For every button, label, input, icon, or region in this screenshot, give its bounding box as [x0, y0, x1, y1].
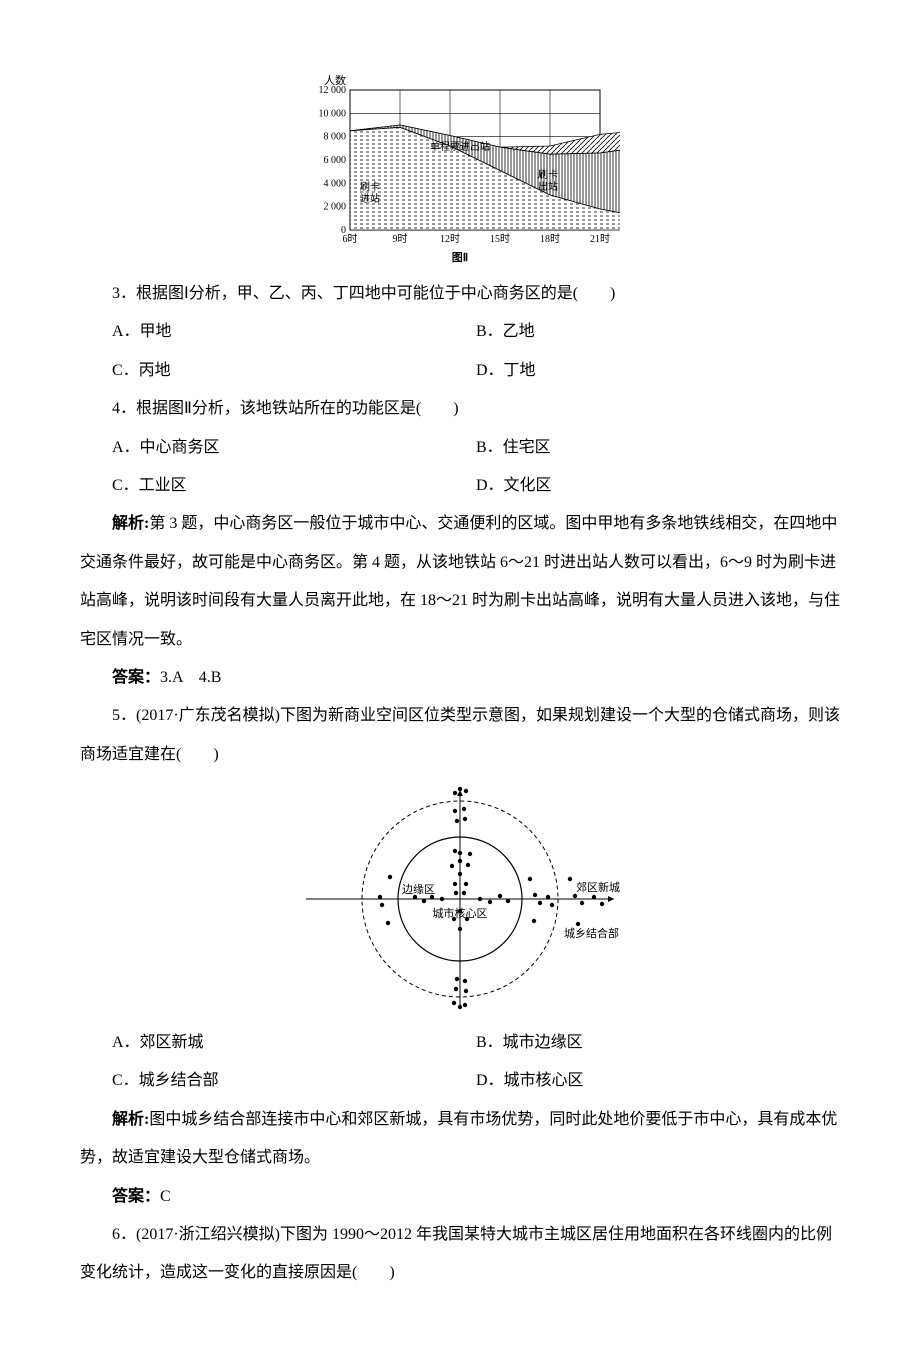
answer5: 答案：C	[80, 1178, 840, 1216]
svg-text:刷卡: 刷卡	[360, 180, 380, 193]
chart-zone-diagram: 边缘区城市核心区 郊区新城城乡结合部	[80, 784, 840, 1014]
svg-text:单程票进出站: 单程票进出站	[430, 140, 490, 153]
analysis5-label: 解析:	[112, 1111, 149, 1128]
svg-text:10 000: 10 000	[319, 108, 347, 119]
q3-opt-a: A．甲地	[112, 313, 476, 351]
svg-text:郊区新城: 郊区新城	[576, 880, 620, 894]
answer34-text: 3.A 4.B	[160, 669, 221, 686]
svg-text:2 000: 2 000	[324, 202, 347, 213]
q6-text: 6．(2017·浙江绍兴模拟)下图为 1990～2012 年我国某特大城市主城区…	[80, 1216, 840, 1293]
svg-text:刷卡: 刷卡	[538, 168, 558, 181]
svg-text:21时: 21时	[590, 233, 610, 245]
analysis34-label: 解析:	[112, 515, 149, 532]
svg-text:18时: 18时	[540, 233, 560, 245]
analysis34-text: 第 3 题，中心商务区一般位于城市中心、交通便利的区域。图中甲地有多条地铁线相交…	[80, 515, 840, 647]
q3-opt-c: C．丙地	[112, 352, 476, 390]
svg-text:城市核心区: 城市核心区	[433, 906, 488, 920]
q4-opt-c: C．工业区	[112, 467, 476, 505]
svg-text:城乡结合部: 城乡结合部	[564, 926, 619, 940]
q4-opt-a: A．中心商务区	[112, 429, 476, 467]
analysis34: 解析:第 3 题，中心商务区一般位于城市中心、交通便利的区域。图中甲地有多条地铁…	[80, 505, 840, 659]
q5-opt-c: C．城乡结合部	[112, 1062, 476, 1100]
q5-opt-b: B．城市边缘区	[476, 1024, 840, 1062]
svg-text:15时: 15时	[490, 233, 510, 245]
svg-text:进站: 进站	[360, 192, 380, 205]
svg-text:12时: 12时	[440, 233, 460, 245]
q5-opt-d: D．城市核心区	[476, 1062, 840, 1100]
chart-figure-2: 6时9时12时15时18时21时02 0004 0006 0008 00010 …	[80, 70, 840, 265]
svg-text:8 000: 8 000	[324, 132, 347, 143]
svg-text:4 000: 4 000	[324, 178, 347, 189]
svg-text:9时: 9时	[393, 233, 408, 245]
chart2-svg: 边缘区城市核心区 郊区新城城乡结合部	[300, 784, 620, 1014]
svg-text:0: 0	[341, 225, 346, 236]
q5-opt-a: A．郊区新城	[112, 1024, 476, 1062]
svg-text:人数: 人数	[324, 74, 346, 87]
q3-opt-d: D．丁地	[476, 352, 840, 390]
answer34-label: 答案：	[112, 669, 160, 686]
svg-text:6 000: 6 000	[324, 155, 347, 166]
q3-text: 3．根据图Ⅰ分析，甲、乙、丙、丁四地中可能位于中心商务区的是( )	[80, 275, 840, 313]
answer34: 答案：3.A 4.B	[80, 659, 840, 697]
q4-opt-d: D．文化区	[476, 467, 840, 505]
q4-opt-b: B．住宅区	[476, 429, 840, 467]
answer5-label: 答案：	[112, 1188, 160, 1205]
svg-text:出站: 出站	[538, 180, 558, 193]
analysis5: 解析:图中城乡结合部连接市中心和郊区新城，具有市场优势，同时此处地价要低于市中心…	[80, 1101, 840, 1178]
q5-intro: 5．(2017·广东茂名模拟)下图为新商业空间区位类型示意图，如果规划建设一个大…	[80, 697, 840, 774]
chart1-svg: 6时9时12时15时18时21时02 0004 0006 0008 00010 …	[300, 70, 620, 265]
svg-text:边缘区: 边缘区	[402, 883, 435, 896]
analysis5-text: 图中城乡结合部连接市中心和郊区新城，具有市场优势，同时此处地价要低于市中心，具有…	[80, 1111, 837, 1166]
q3-opt-b: B．乙地	[476, 313, 840, 351]
q4-text: 4．根据图Ⅱ分析，该地铁站所在的功能区是( )	[80, 390, 840, 428]
svg-text:图Ⅱ: 图Ⅱ	[452, 251, 468, 264]
answer5-text: C	[160, 1188, 171, 1205]
